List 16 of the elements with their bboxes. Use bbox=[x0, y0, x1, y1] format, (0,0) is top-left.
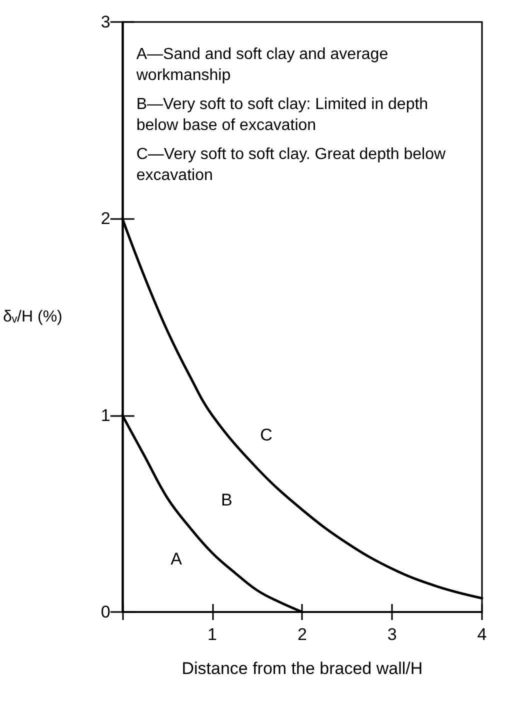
x-axis-title: Distance from the braced wall/H bbox=[182, 659, 423, 678]
y-tick-label: 3 bbox=[100, 12, 110, 32]
y-tick-label: 0 bbox=[100, 602, 110, 622]
annotation: A—Sand and soft clay and average workmanship bbox=[135, 46, 393, 84]
annotation: B—Very soft to soft clay: Limited in depth below base of excavation bbox=[136, 96, 433, 134]
x-tick-label: 3 bbox=[387, 625, 397, 644]
y-tick-label: 1 bbox=[100, 406, 110, 425]
annotation: B bbox=[220, 490, 232, 510]
annotation: C bbox=[260, 426, 272, 444]
x-tick-label: 2 bbox=[297, 625, 307, 644]
y-tick-label: 2 bbox=[100, 209, 110, 228]
x-tick-label: 1 bbox=[208, 625, 218, 644]
annotation: C—Very soft to soft clay. Great depth below excavation bbox=[136, 146, 450, 184]
y-axis-title: δᵥ/H (%) bbox=[3, 308, 62, 326]
x-tick-label: 4 bbox=[477, 625, 487, 644]
annotation: A bbox=[170, 549, 183, 568]
